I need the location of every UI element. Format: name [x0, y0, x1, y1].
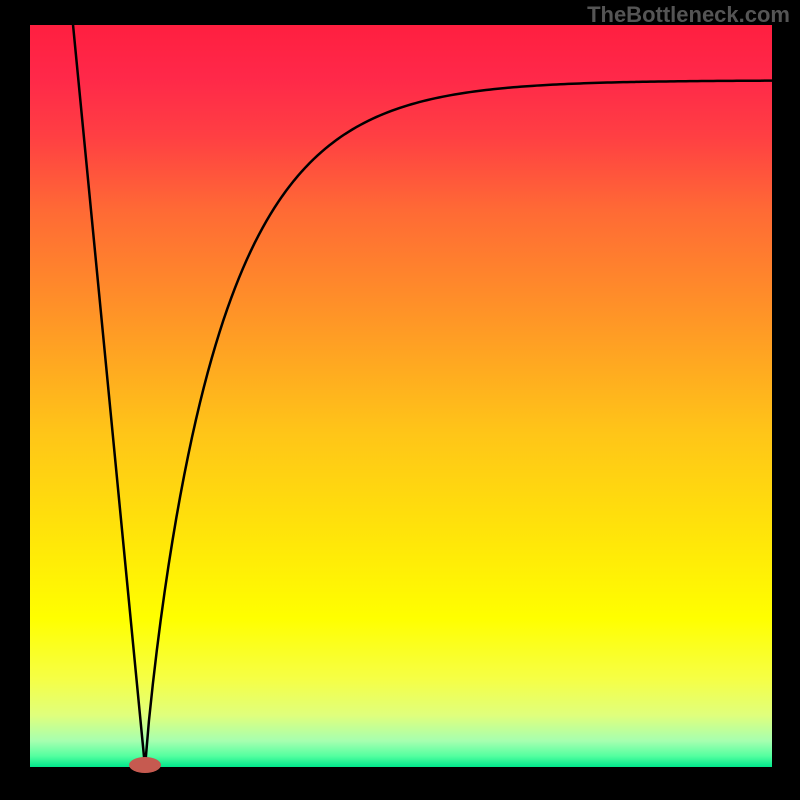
- chart-svg: [0, 0, 800, 800]
- optimal-marker: [129, 757, 161, 773]
- chart-root: TheBottleneck.com: [0, 0, 800, 800]
- plot-area: [30, 25, 772, 767]
